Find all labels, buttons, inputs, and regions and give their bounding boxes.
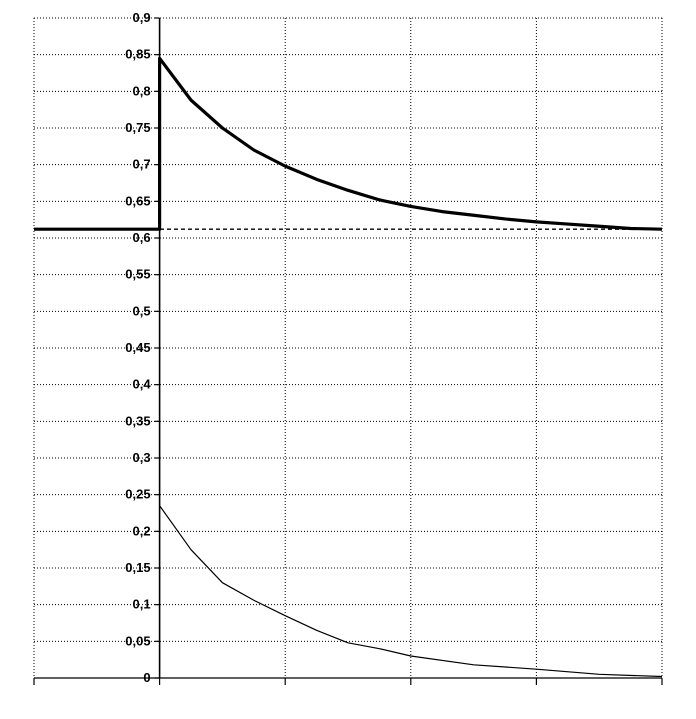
thin-series-line (159, 505, 663, 678)
y-tick-label: 0,6 (133, 230, 151, 245)
y-tick-label: 0,9 (133, 10, 151, 25)
y-tick-label: 0,8 (133, 83, 151, 98)
y-tick-label: 0,85 (125, 47, 150, 62)
y-tick-label: 0,5 (133, 303, 151, 318)
y-tick-label: 0,65 (125, 193, 150, 208)
series-group (34, 56, 663, 678)
y-tick-label: 0,15 (125, 560, 150, 575)
y-tick-label: 0,45 (125, 340, 150, 355)
tick-labels: 0 0,05 0,1 0,15 0,2 0,25 0,3 0,35 0,4 0,45 0,5 0,55… (125, 10, 151, 685)
y-tick-label: 0,05 (125, 633, 150, 648)
thick-series-line (34, 56, 663, 231)
y-tick-label: 0,4 (133, 377, 152, 392)
axes (33, 17, 663, 685)
y-tick-label: 0,3 (133, 450, 151, 465)
y-tick-label: 0,25 (125, 487, 150, 502)
y-tick-label: 0,75 (125, 120, 150, 135)
y-tick-label: 0,55 (125, 267, 150, 282)
y-tick-label: 0 (143, 670, 150, 685)
y-tick-label: 0,35 (125, 413, 150, 428)
y-tick-label: 0,1 (133, 597, 151, 612)
grid (33, 17, 663, 678)
y-tick-label: 0,2 (133, 523, 151, 538)
y-tick-label: 0,7 (133, 157, 151, 172)
